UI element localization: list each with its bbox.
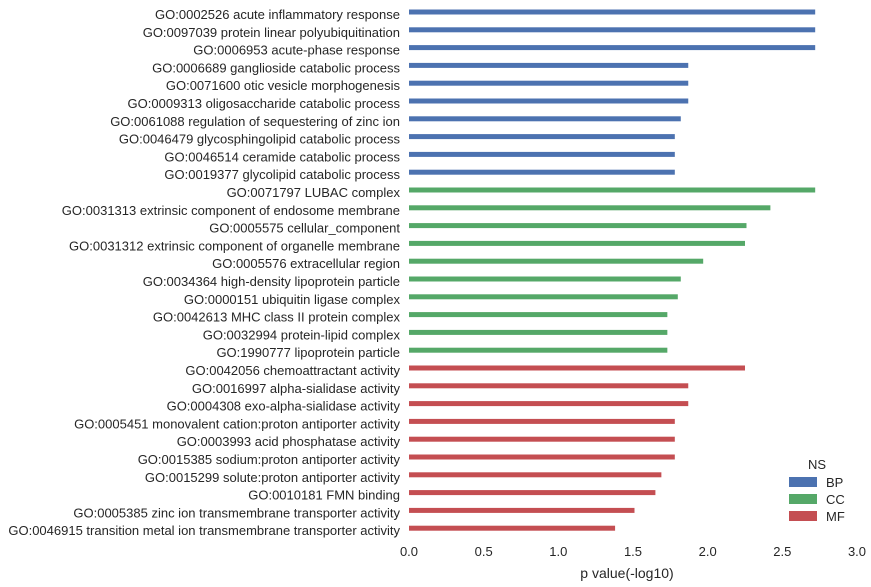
category-label-7: GO:0061088 regulation of sequestering of… (110, 114, 400, 129)
x-tick-label-7: 3.0 (848, 544, 866, 559)
category-label-9: GO:0046514 ceramide catabolic process (164, 149, 400, 164)
category-label-29: GO:0005385 zinc ion transmembrane transp… (73, 505, 400, 520)
x-axis-label: p value(-log10) (580, 565, 673, 581)
legend-swatch-cc (789, 494, 817, 504)
category-label-16: GO:0034364 high-density lipoprotein part… (143, 274, 400, 289)
bar-25 (409, 436, 675, 442)
legend-title: NS (808, 457, 826, 472)
bar-4 (409, 62, 689, 68)
bar-27 (409, 472, 662, 478)
category-label-19: GO:0032994 protein-lipid complex (203, 327, 401, 342)
x-axis-ticks: 0.0 0.5 1.0 1.5 2.0 2.5 3.0 (400, 544, 866, 559)
bar-13 (409, 223, 747, 229)
category-label-28: GO:0010181 FMN binding (248, 488, 400, 503)
bar-21 (409, 365, 745, 371)
bar-29 (409, 507, 635, 513)
bar-23 (409, 401, 689, 407)
category-label-6: GO:0009313 oligosaccharide catabolic pro… (128, 96, 401, 111)
category-label-2: GO:0097039 protein linear polyubiquitina… (143, 25, 400, 40)
category-label-12: GO:0031313 extrinsic component of endoso… (62, 203, 400, 218)
bar-18 (409, 312, 668, 318)
bar-7 (409, 116, 681, 122)
category-label-4: GO:0006689 ganglioside catabolic process (152, 60, 400, 75)
bar-20 (409, 347, 668, 353)
category-label-10: GO:0019377 glycolipid catabolic process (164, 167, 400, 182)
bar-11 (409, 187, 816, 193)
legend-label-cc: CC (826, 492, 845, 507)
x-tick-label-2: 0.5 (475, 544, 493, 559)
category-label-17: GO:0000151 ubiquitin ligase complex (184, 292, 401, 307)
bar-12 (409, 205, 771, 211)
bar-30 (409, 525, 616, 531)
bar-19 (409, 329, 668, 335)
category-label-11: GO:0071797 LUBAC complex (227, 185, 401, 200)
category-label-20: GO:1990777 lipoprotein particle (216, 345, 400, 360)
x-tick-label-6: 2.5 (773, 544, 791, 559)
category-label-22: GO:0016997 alpha-sialidase activity (192, 381, 401, 396)
category-label-14: GO:0031312 extrinsic component of organe… (69, 238, 400, 253)
category-label-26: GO:0015385 sodium:proton antiporter acti… (138, 452, 401, 467)
bar-17 (409, 294, 678, 300)
legend-swatch-mf (789, 511, 817, 521)
category-label-1: GO:0002526 acute inflammatory response (155, 7, 400, 22)
legend-swatch-bp (789, 477, 817, 487)
category-label-18: GO:0042613 MHC class II protein complex (153, 310, 401, 325)
category-label-27: GO:0015299 solute:proton antiporter acti… (145, 470, 401, 485)
bar-2 (409, 27, 816, 33)
x-tick-label-1: 0.0 (400, 544, 418, 559)
bars-group (409, 9, 816, 531)
bar-22 (409, 383, 689, 389)
bar-3 (409, 45, 816, 51)
x-tick-label-3: 1.0 (549, 544, 567, 559)
category-labels: GO:0002526 acute inflammatory response GO… (8, 7, 400, 538)
category-label-8: GO:0046479 glycosphingolipid catabolic p… (119, 132, 401, 147)
legend-label-mf: MF (826, 509, 845, 524)
x-tick-label-5: 2.0 (699, 544, 717, 559)
legend: NS BP CC MF (789, 457, 845, 524)
category-label-13: GO:0005575 cellular_component (209, 221, 400, 236)
bar-15 (409, 258, 704, 264)
bar-5 (409, 80, 689, 86)
bar-8 (409, 134, 675, 140)
bar-16 (409, 276, 681, 282)
bar-26 (409, 454, 675, 460)
category-label-30: GO:0046915 transition metal ion transmem… (8, 523, 400, 538)
category-label-23: GO:0004308 exo-alpha-sialidase activity (167, 399, 401, 414)
category-label-3: GO:0006953 acute-phase response (193, 43, 400, 58)
bar-24 (409, 418, 675, 424)
category-label-15: GO:0005576 extracellular region (212, 256, 400, 271)
legend-label-bp: BP (826, 475, 843, 490)
bar-28 (409, 490, 656, 496)
category-label-21: GO:0042056 chemoattractant activity (185, 363, 400, 378)
category-label-25: GO:0003993 acid phosphatase activity (177, 434, 401, 449)
category-label-5: GO:0071600 otic vesicle morphogenesis (166, 78, 401, 93)
bar-6 (409, 98, 689, 104)
bar-1 (409, 9, 816, 15)
category-label-24: GO:0005451 monovalent cation:proton anti… (74, 416, 400, 431)
x-tick-label-4: 1.5 (624, 544, 642, 559)
bar-10 (409, 169, 675, 175)
bar-14 (409, 240, 745, 246)
bar-9 (409, 151, 675, 157)
